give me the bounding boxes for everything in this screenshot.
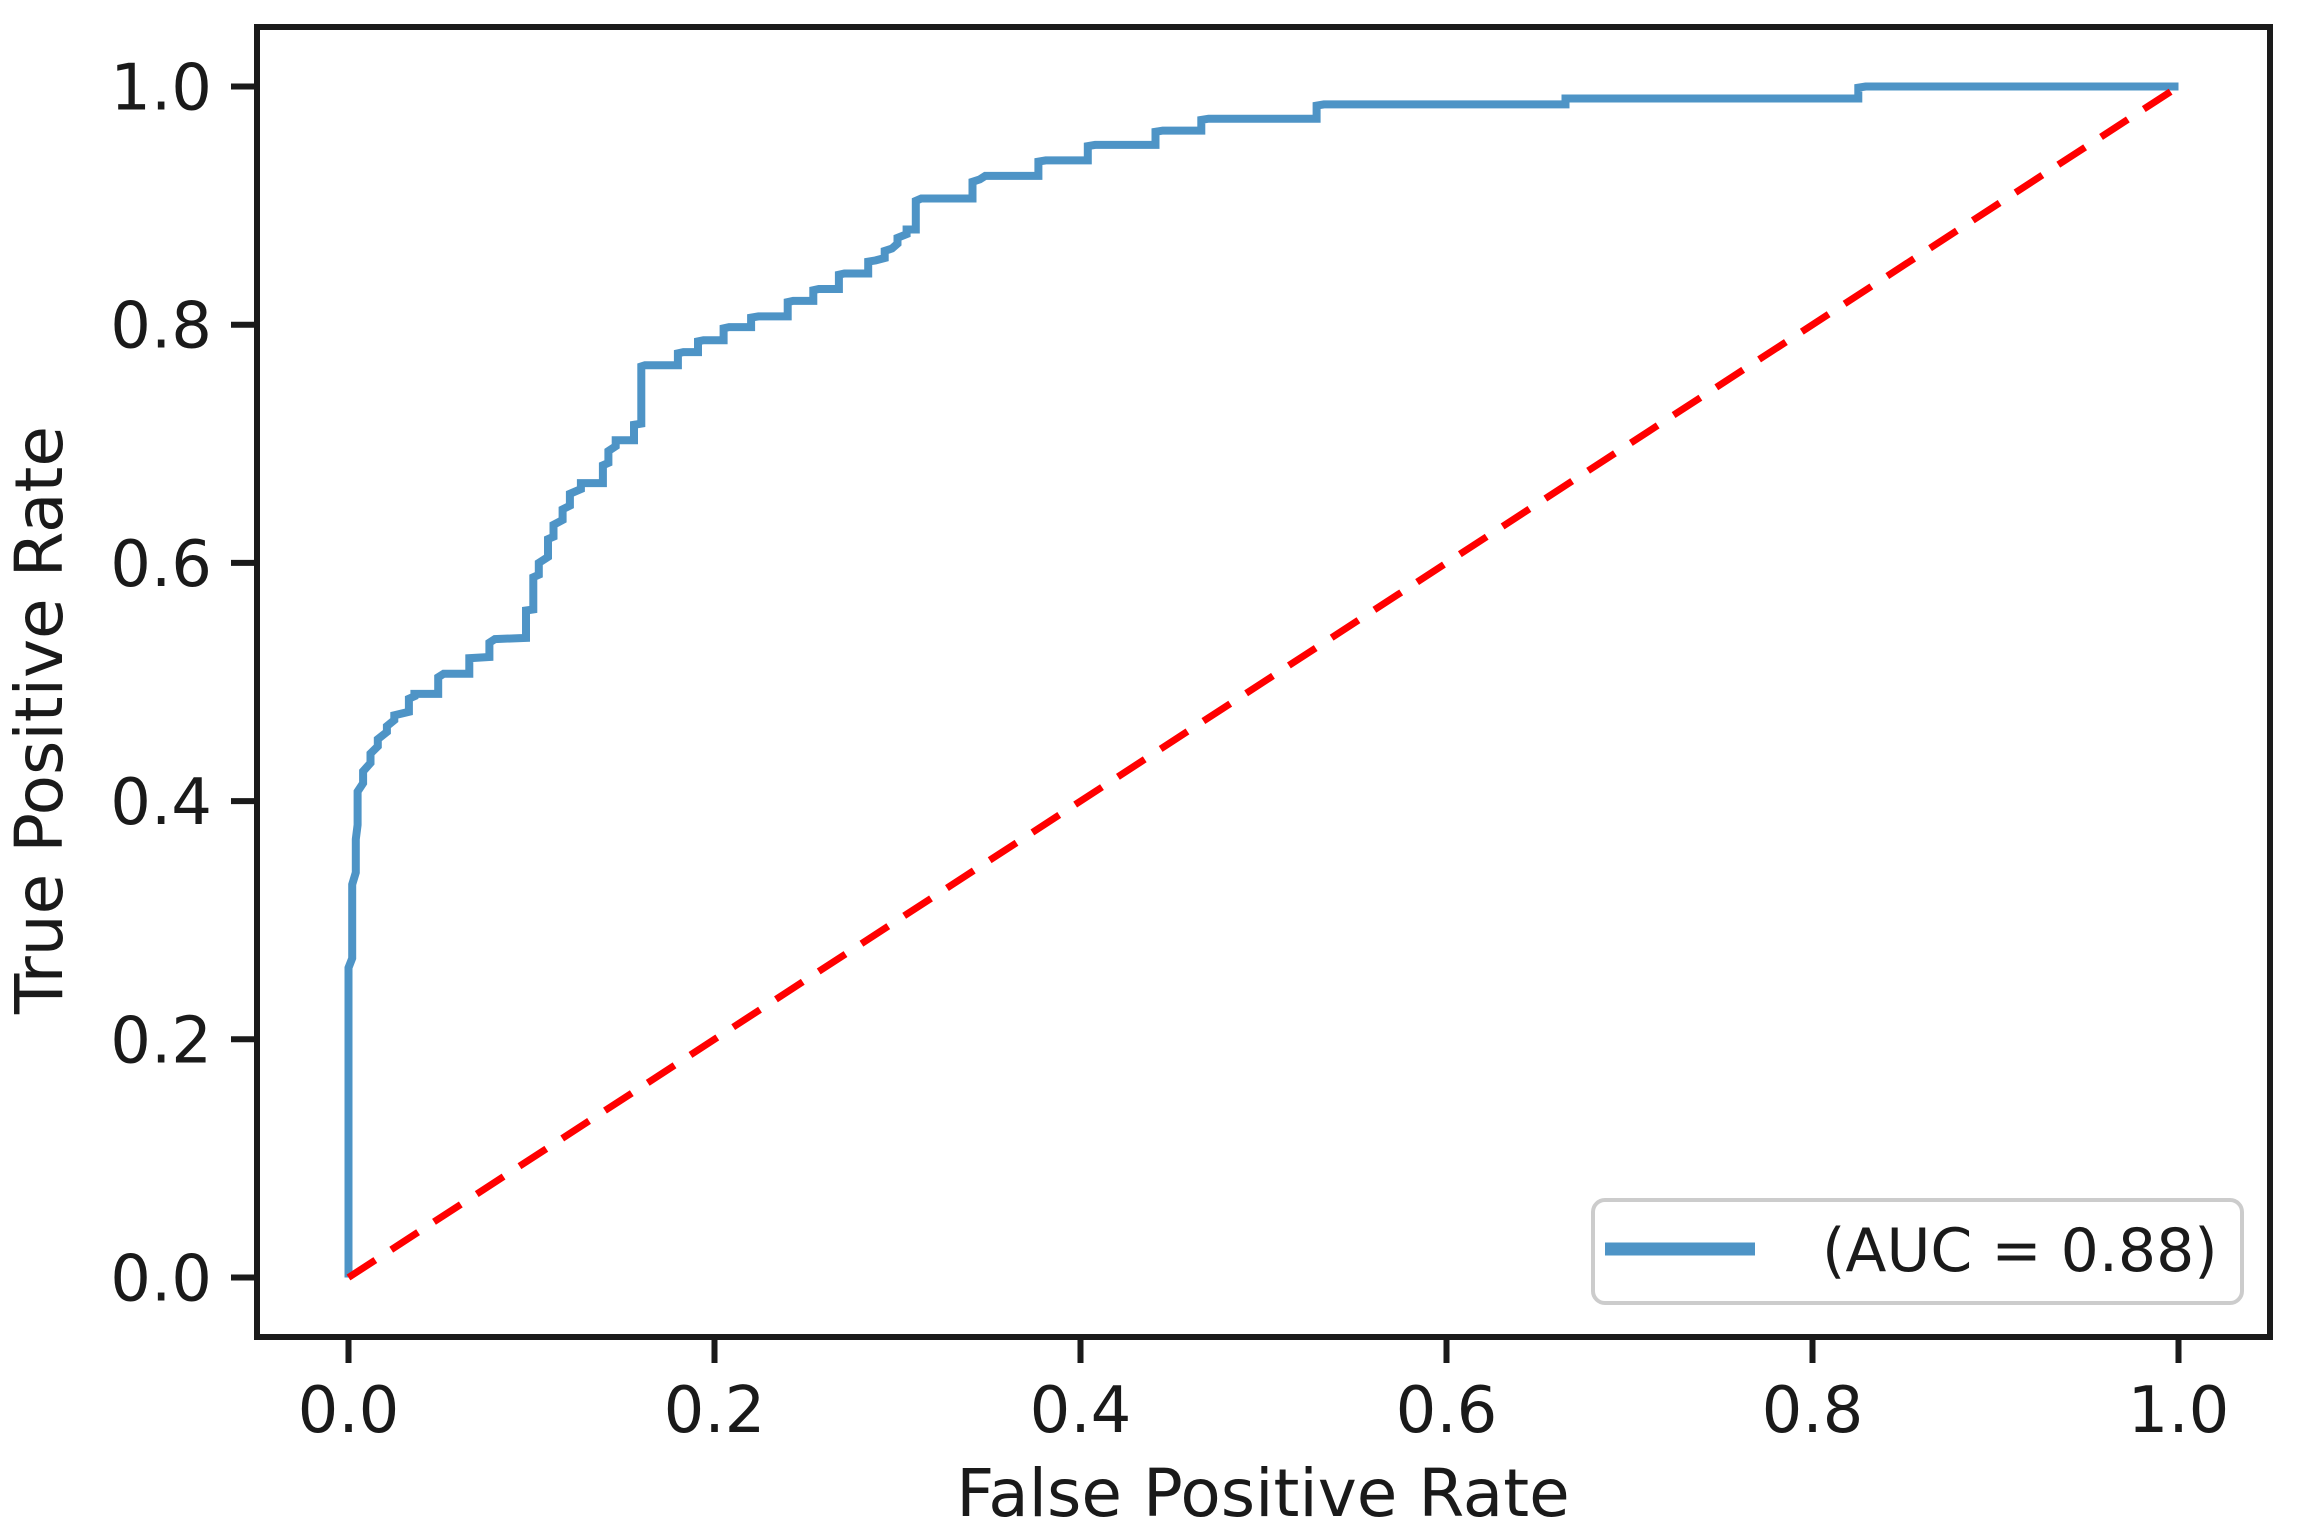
y-tick-label: 0.4: [110, 766, 212, 840]
y-tick-label: 0.8: [110, 290, 212, 364]
x-tick-label: 0.8: [1762, 1374, 1864, 1448]
legend-box: [1591, 1198, 2244, 1305]
x-axis-tick-labels: 0.0 0.2 0.4 0.6 0.8 1.0: [298, 1374, 2230, 1448]
y-tick-label: 0.0: [110, 1242, 212, 1316]
x-tick-label: 0.0: [298, 1374, 400, 1448]
x-axis-ticks: [345, 1337, 2182, 1363]
x-tick-label: 0.4: [1030, 1374, 1132, 1448]
chance-diagonal-line: [346, 83, 2181, 1281]
y-tick-label: 1.0: [110, 52, 212, 126]
plot-border: [254, 24, 2273, 1340]
legend: (AUC = 0.88): [1591, 1198, 2244, 1305]
y-axis-ticks: [231, 83, 257, 1281]
y-axis-tick-labels: 0.0 0.2 0.4 0.6 0.8 1.0: [110, 52, 212, 1317]
y-tick-label: 0.6: [110, 528, 212, 602]
y-tick-label: 0.2: [110, 1004, 212, 1078]
x-tick-label: 1.0: [2128, 1374, 2230, 1448]
x-tick-label: 0.6: [1396, 1374, 1498, 1448]
x-axis-label: False Positive Rate: [956, 1455, 1569, 1532]
x-tick-label: 0.2: [664, 1374, 766, 1448]
y-axis-label: True Positive Rate: [1, 426, 78, 1015]
roc-curve-line: [344, 82, 2179, 1278]
legend-label: (AUC = 0.88): [1822, 1216, 2218, 1286]
